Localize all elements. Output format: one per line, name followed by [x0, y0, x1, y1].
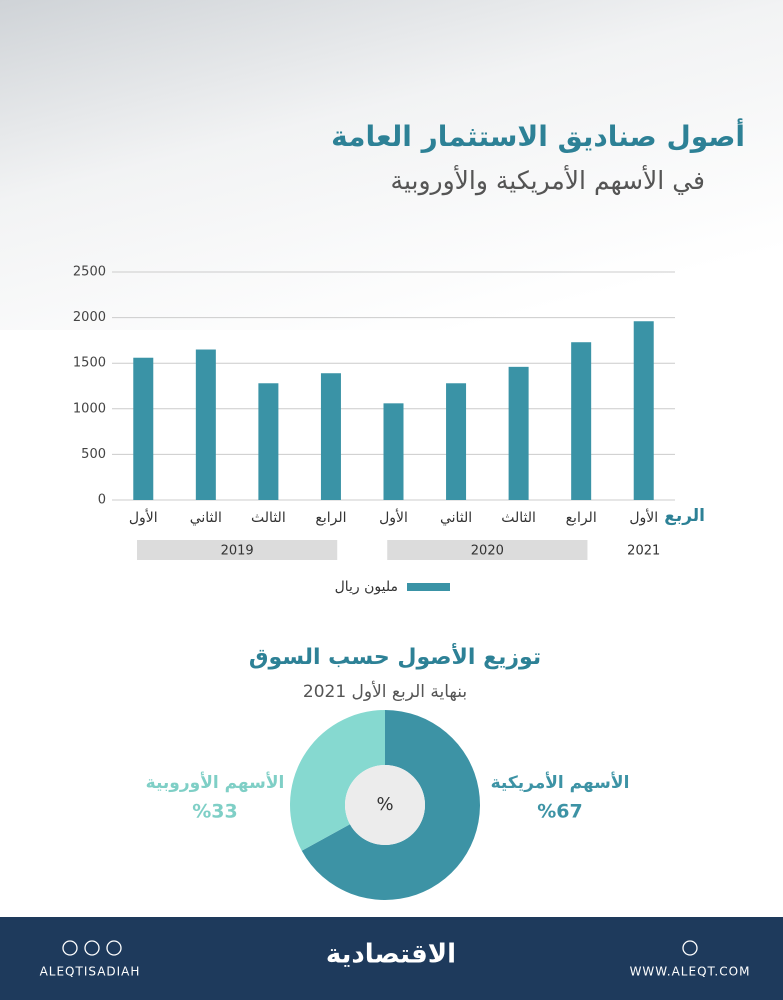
year-band [137, 540, 338, 560]
y-tick-label: 1000 [73, 401, 106, 416]
year-band [387, 540, 588, 560]
bar [258, 383, 279, 500]
header-photo [0, 0, 783, 330]
pie-slice [289, 710, 385, 851]
bar [508, 366, 529, 500]
title: أصول صناديق الاستثمار العامة [331, 118, 745, 153]
legend-swatch [407, 583, 450, 591]
y-tick-label: 2000 [73, 310, 106, 325]
pie-subtitle: بنهاية الربع الأول 2021 [303, 681, 467, 702]
y-tick-label: 2500 [73, 265, 106, 280]
x-tick-label: الثالث [251, 510, 286, 526]
bar [195, 349, 216, 500]
year-label: 2021 [627, 544, 660, 559]
slice-label: الأسهم الأمريكية [491, 772, 630, 793]
x-tick-label: الأول [629, 508, 658, 526]
footer [0, 917, 783, 1000]
bar [446, 383, 467, 500]
year-label: 2020 [471, 544, 504, 559]
pie-slice [301, 710, 481, 900]
y-tick-label: 1500 [73, 356, 106, 371]
x-tick-label: الثالث [501, 510, 536, 526]
social-icons [62, 940, 122, 956]
footer-social: ALEQTISADIAH [40, 965, 141, 979]
subtitle: في الأسهم الأمريكية والأوروبية [391, 164, 705, 196]
bar [383, 403, 404, 500]
bar [571, 342, 592, 500]
x-tick-label: الأول [379, 508, 408, 526]
x-tick-label: الثاني [190, 510, 222, 526]
y-tick-label: 0 [98, 493, 106, 508]
footer-site: WWW.ALEQT.COM [630, 965, 751, 979]
site-icon [682, 940, 698, 956]
bar [320, 373, 341, 500]
donut-hole [345, 765, 425, 845]
bar [133, 357, 154, 500]
x-axis-title: الربع [664, 506, 705, 526]
slice-label: الأسهم الأوروبية [146, 772, 285, 793]
slice-value: %33 [192, 801, 237, 823]
y-tick-label: 500 [81, 447, 106, 462]
legend-label: مليون ريال [335, 579, 398, 595]
footer-logo: الاقتصادية [326, 940, 456, 970]
bar [633, 321, 654, 500]
x-tick-label: الرابع [566, 510, 597, 526]
pie-title: توزيع الأصول حسب السوق [249, 642, 541, 670]
center-label: % [376, 794, 393, 815]
x-tick-label: الثاني [440, 510, 472, 526]
x-tick-label: الأول [129, 508, 158, 526]
year-label: 2019 [221, 544, 254, 559]
slice-value: %67 [537, 801, 582, 823]
x-tick-label: الرابع [315, 510, 346, 526]
